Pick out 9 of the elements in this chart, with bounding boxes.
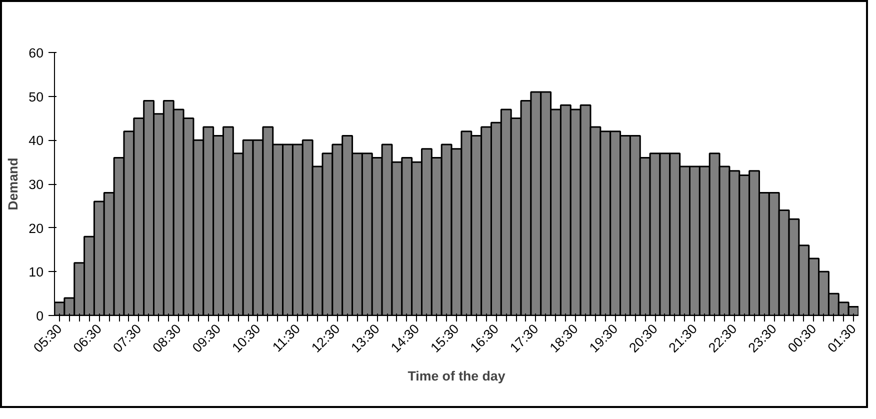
y-tick-label: 60 [28, 46, 44, 60]
y-axis-title: Demand [6, 158, 21, 210]
y-tick-label: 20 [28, 220, 44, 236]
x-axis-title: Time of the day [408, 368, 506, 384]
y-tick-label: 30 [28, 177, 44, 192]
y-tick-label: 10 [28, 264, 44, 280]
y-tick-label: 40 [28, 133, 44, 148]
y-tick-label: 0 [36, 308, 44, 324]
y-tick-label: 50 [28, 89, 44, 104]
